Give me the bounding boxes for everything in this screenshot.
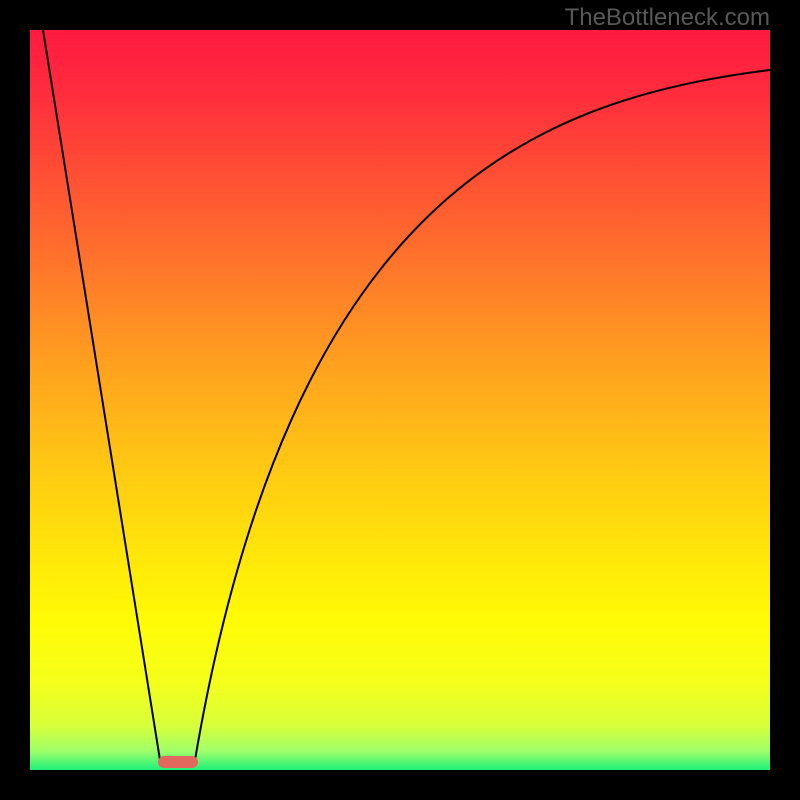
minimum-marker — [158, 756, 198, 768]
chart-container: TheBottleneck.com — [0, 0, 800, 800]
chart-svg — [0, 0, 800, 800]
watermark-text: TheBottleneck.com — [565, 4, 770, 32]
plot-area — [30, 30, 770, 770]
